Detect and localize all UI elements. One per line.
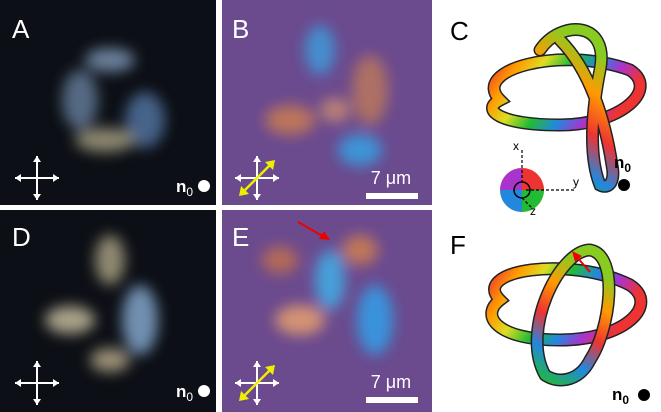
panel-label: A (12, 14, 30, 44)
text: n (612, 385, 622, 404)
axis-label: x (513, 139, 519, 153)
panel-label: C (450, 16, 469, 46)
text: n (176, 382, 186, 401)
text: 0 (186, 390, 193, 404)
n0-label: n0 (612, 385, 629, 407)
panel-label: E (232, 222, 249, 252)
figure: A n0 B 7 μm C x y z n0 (0, 0, 661, 412)
text: 0 (622, 393, 629, 407)
axis-label: z (530, 204, 536, 218)
panel-label: B (232, 14, 249, 44)
text: n (614, 153, 624, 172)
scale-label: 7 μm (371, 168, 411, 188)
n0-label: n0 (614, 153, 631, 175)
panel-c: C x y z n0 (450, 16, 640, 218)
text: n (176, 177, 186, 196)
panel-f: F n0 (450, 230, 650, 407)
scale-label: 7 μm (371, 372, 411, 392)
axis-label: y (573, 175, 579, 189)
text: 0 (624, 161, 631, 175)
color-wheel: x y z (500, 139, 579, 218)
panel-d: D n0 (0, 210, 216, 412)
panel-label: D (12, 222, 31, 252)
panel-a: A n0 (0, 0, 216, 205)
panel-e: E 7 μm (222, 210, 432, 412)
panel-label: F (450, 230, 466, 260)
panel-b: B 7 μm (222, 0, 432, 205)
text: 0 (186, 185, 193, 199)
